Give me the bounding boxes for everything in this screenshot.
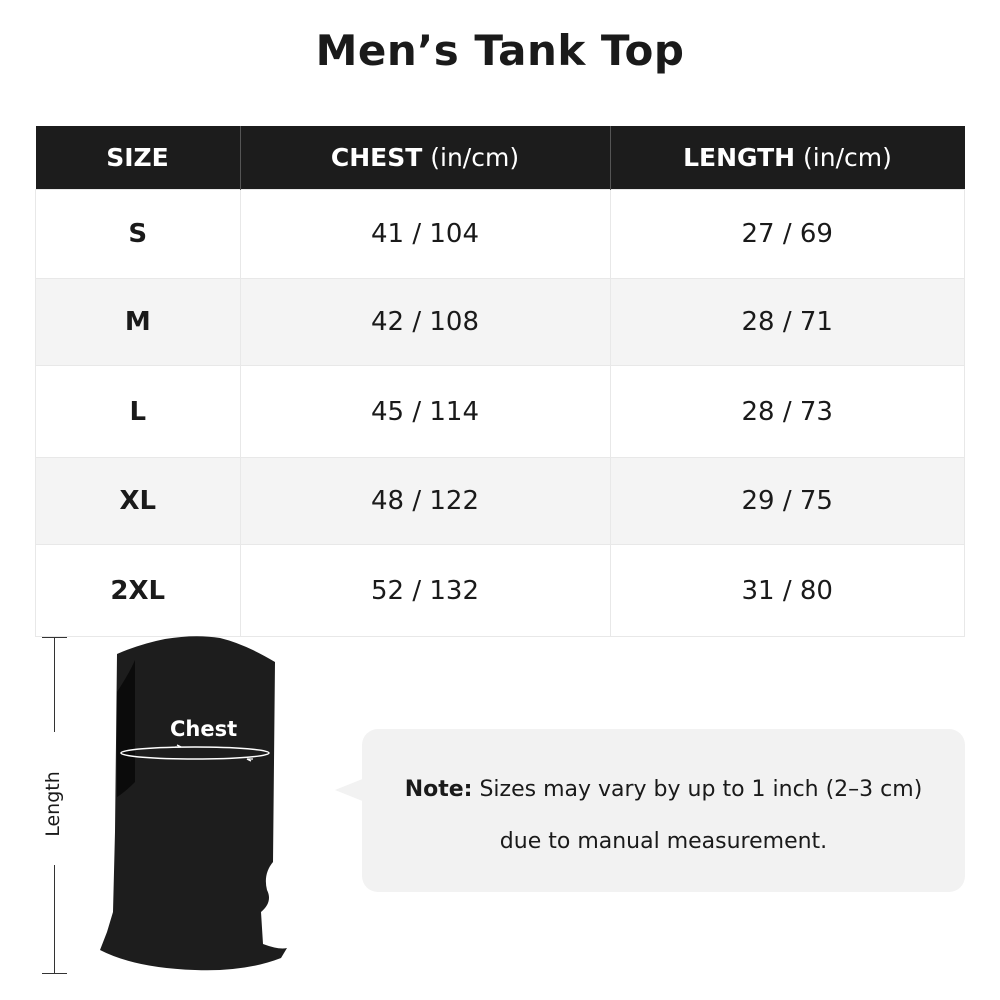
note-box: Note: Sizes may vary by up to 1 inch (2–… (362, 729, 965, 892)
ruler-line (54, 865, 55, 973)
header-unit: (in/cm) (422, 143, 520, 172)
table-header-row: SIZE CHEST (in/cm) LENGTH (in/cm) (35, 126, 965, 190)
tank-top-shape (100, 636, 287, 971)
table-row: XL 48 / 122 29 / 75 (35, 457, 965, 545)
header-label: CHEST (330, 143, 423, 172)
table-row: L 45 / 114 28 / 73 (35, 365, 965, 458)
length-cell: 28 / 71 (609, 278, 965, 366)
note-text: Sizes may vary by up to 1 inch (2–3 cm) (472, 777, 923, 802)
note-line-2: due to manual measurement. (499, 829, 828, 854)
chest-label: Chest (170, 717, 238, 741)
page-title: Men’s Tank Top (315, 26, 685, 75)
header-chest: CHEST (in/cm) (239, 126, 610, 190)
ruler-cap (42, 973, 67, 974)
header-label: SIZE (106, 143, 169, 172)
table-row: 2XL 52 / 132 31 / 80 (35, 544, 965, 637)
table-row: M 42 / 108 28 / 71 (35, 278, 965, 366)
table-row: S 41 / 104 27 / 69 (35, 189, 965, 279)
length-cell: 29 / 75 (609, 457, 965, 545)
chest-measure-ellipse (120, 746, 270, 760)
length-cell: 27 / 69 (609, 189, 965, 279)
chest-cell: 41 / 104 (239, 189, 611, 279)
arrow-icon (175, 744, 253, 762)
size-cell: L (35, 365, 241, 458)
length-label: Length (42, 771, 64, 837)
size-cell: M (35, 278, 241, 366)
header-label: LENGTH (683, 143, 796, 172)
length-ruler (42, 637, 67, 974)
chest-cell: 42 / 108 (239, 278, 611, 366)
chest-cell: 52 / 132 (239, 544, 611, 637)
size-cell: 2XL (35, 544, 241, 637)
note-bold: Note: (404, 777, 473, 802)
size-chart-table: SIZE CHEST (in/cm) LENGTH (in/cm) S 41 / … (35, 126, 965, 637)
ruler-line (54, 637, 55, 732)
size-cell: XL (35, 457, 241, 545)
header-size: SIZE (35, 126, 240, 190)
header-length: LENGTH (in/cm) (609, 126, 965, 190)
note-line-1: Note: Sizes may vary by up to 1 inch (2–… (362, 777, 965, 802)
chest-cell: 48 / 122 (239, 457, 611, 545)
size-cell: S (35, 189, 241, 279)
chest-cell: 45 / 114 (239, 365, 611, 458)
tank-top-image (100, 636, 287, 971)
note-pointer (335, 778, 365, 802)
length-cell: 31 / 80 (609, 544, 965, 637)
header-unit: (in/cm) (795, 143, 892, 172)
length-cell: 28 / 73 (609, 365, 965, 458)
